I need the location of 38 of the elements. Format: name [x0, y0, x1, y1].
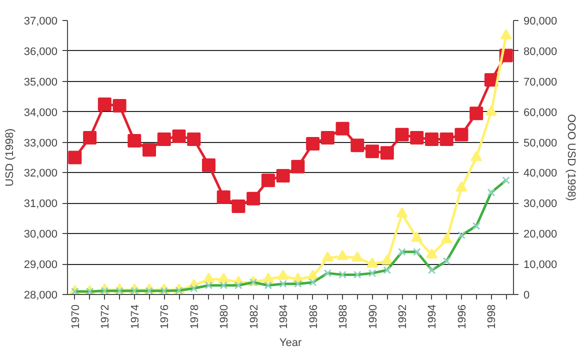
y2-tick-label: 70,000	[524, 76, 558, 88]
y2-tick-label: 20,000	[524, 228, 558, 241]
y-tick-label: 28,000	[24, 290, 58, 302]
x-tick-label: 1996	[456, 304, 468, 329]
x-tick-label: 1980	[218, 304, 231, 329]
y2-tick-label: 10,000	[524, 259, 558, 272]
x-tick-label: 1982	[248, 304, 260, 329]
x-tick-label: 1998	[486, 304, 498, 329]
x-tick-label: 1984	[278, 304, 290, 329]
y2-tick-label: 80,000	[524, 46, 558, 58]
x-tick-label: 1994	[426, 304, 439, 329]
x-tick-label: 1988	[338, 304, 350, 329]
y-tick-label: 36,000	[24, 46, 58, 58]
y2-tick-label: 30,000	[524, 198, 558, 210]
y2-tick-label: 0	[524, 290, 530, 302]
y2-tick-label: 50,000	[524, 137, 558, 150]
x-axis-title: Year	[279, 336, 302, 349]
y-axis-title: USD (1998)	[4, 128, 16, 187]
y-tick-label: 32,000	[24, 168, 58, 180]
y-tick-label: 29,000	[24, 259, 58, 272]
y2-tick-label: 40,000	[524, 168, 558, 180]
x-tick-label: 1992	[397, 304, 409, 329]
y-tick-label: 33,000	[24, 137, 58, 150]
y2-tick-label: 60,000	[524, 106, 558, 119]
x-tick-label: 1986	[308, 304, 320, 329]
x-tick-label: 1972	[100, 304, 112, 329]
y-tick-label: 37,000	[24, 16, 58, 28]
x-tick-label: 1978	[188, 304, 201, 329]
y-tick-label: 31,000	[24, 198, 58, 210]
y2-tick-label: 90,000	[524, 16, 558, 28]
x-tick-label: 1974	[129, 304, 142, 329]
y-tick-label: 35,000	[24, 76, 58, 88]
x-tick-label: 1970	[70, 304, 82, 329]
y-tick-label: 34,000	[24, 106, 58, 119]
y-tick-label: 30,000	[24, 228, 58, 241]
x-tick-label: 1976	[159, 304, 172, 329]
y2-axis-title: OOO USD (1998)	[565, 114, 578, 201]
x-tick-label: 1990	[367, 304, 380, 329]
